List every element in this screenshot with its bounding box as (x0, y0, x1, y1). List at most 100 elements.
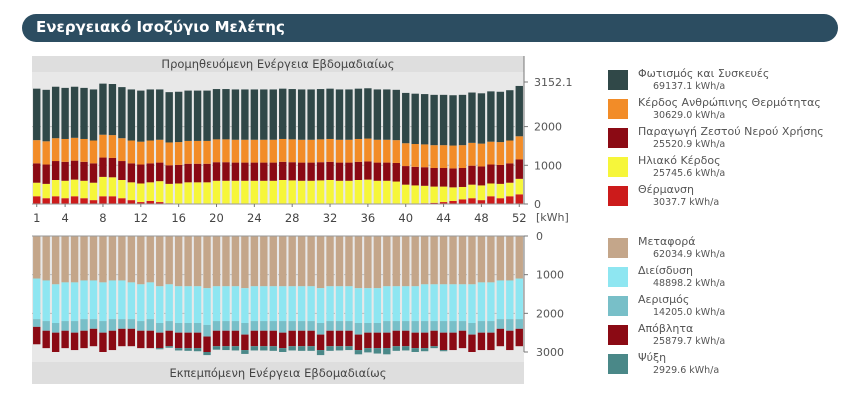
bar-bottom-1 (222, 236, 230, 287)
legend-value: 2929.6 kWh/a (653, 365, 720, 376)
bar-bottom-3 (515, 319, 523, 329)
bar-top-5 (354, 88, 363, 139)
bar-bottom-2 (402, 286, 410, 322)
bar-top-2 (354, 180, 363, 204)
bar-top-4 (108, 135, 117, 158)
bar-top-3 (260, 162, 268, 181)
bar-top-2 (61, 180, 69, 199)
bar-bottom-3 (354, 323, 363, 335)
bar-bottom-1 (89, 236, 98, 281)
bar-top-2 (307, 180, 315, 204)
bar-bottom-5 (430, 346, 438, 349)
legend-swatch (608, 99, 628, 119)
bar-top-1 (99, 196, 107, 204)
legend-label: Θέρμανση (638, 183, 694, 196)
bar-top-3 (42, 164, 50, 184)
legend-swatch (608, 325, 628, 345)
bar-top-5 (231, 89, 240, 140)
bar-bottom-3 (203, 324, 211, 337)
bar-bottom-4 (307, 330, 315, 347)
bar-bottom-3 (212, 321, 221, 331)
page-title: Ενεργειακό Ισοζύγιο Μελέτης (36, 18, 285, 36)
bar-bottom-4 (515, 328, 523, 347)
bar-bottom-3 (156, 323, 164, 333)
bar-bottom-1 (458, 236, 467, 285)
bar-bottom-2 (269, 286, 277, 322)
bar-top-5 (506, 90, 514, 141)
bar-top-5 (345, 89, 353, 140)
bar-top-3 (326, 161, 334, 181)
bar-top-5 (146, 89, 154, 141)
bar-bottom-2 (477, 282, 486, 322)
legend-value: 25520.9 kWh/a (653, 139, 726, 150)
bar-top-4 (392, 140, 400, 163)
bar-bottom-3 (506, 319, 514, 331)
bar-bottom-2 (279, 286, 287, 322)
bar-top-5 (487, 91, 495, 142)
bar-bottom-1 (307, 236, 315, 287)
top-y-unit: [kWh] (536, 211, 569, 224)
bar-bottom-3 (33, 319, 41, 327)
bar-bottom-3 (335, 321, 344, 331)
bar-bottom-3 (279, 321, 287, 333)
bar-bottom-3 (420, 321, 429, 333)
bar-top-1 (506, 196, 514, 204)
bar-top-1 (496, 198, 505, 204)
bar-top-4 (146, 140, 154, 164)
bar-bottom-5 (307, 346, 315, 351)
bar-bottom-3 (496, 319, 505, 329)
bar-bottom-3 (458, 321, 467, 331)
bar-bottom-4 (326, 330, 334, 347)
bar-bottom-3 (146, 319, 154, 331)
bar-bottom-3 (364, 323, 372, 333)
bar-top-2 (439, 186, 448, 203)
bar-bottom-4 (137, 330, 145, 349)
bar-top-2 (203, 182, 211, 204)
bar-bottom-5 (156, 348, 164, 350)
legend-label: Διείσδυση (638, 264, 693, 277)
bar-bottom-1 (99, 236, 107, 283)
bar-bottom-2 (411, 286, 419, 322)
legend-swatch (608, 267, 628, 287)
bar-top-2 (231, 180, 240, 204)
bar-top-2 (174, 183, 183, 204)
bar-top-3 (174, 164, 183, 184)
bar-top-5 (288, 89, 296, 140)
bar-bottom-1 (42, 236, 50, 281)
bar-bottom-3 (127, 319, 136, 329)
bar-bottom-4 (108, 330, 117, 351)
bar-top-5 (193, 90, 202, 141)
top-y-tick-label: 0 (534, 198, 541, 211)
bar-top-1 (487, 196, 495, 204)
bar-bottom-2 (51, 284, 60, 323)
bottom-y-tick-label: 1000 (536, 269, 564, 282)
bar-bottom-3 (174, 323, 183, 333)
bar-top-4 (184, 140, 192, 164)
bar-top-1 (137, 202, 145, 204)
bar-bottom-3 (231, 321, 240, 331)
bar-bottom-3 (260, 321, 268, 331)
bar-top-3 (496, 164, 505, 184)
x-tick-label: 40 (398, 211, 413, 225)
legend-label: Ηλιακό Κέρδος (638, 154, 721, 167)
bar-bottom-3 (487, 321, 495, 333)
bar-bottom-4 (279, 332, 287, 349)
bar-top-3 (193, 163, 202, 183)
bar-bottom-5 (174, 348, 183, 351)
bar-top-2 (279, 180, 287, 204)
legend-value: 25745.6 kWh/a (653, 168, 726, 179)
bar-bottom-5 (420, 348, 429, 352)
bar-bottom-5 (231, 346, 240, 351)
bar-top-5 (89, 89, 98, 141)
bar-top-3 (364, 161, 372, 180)
bar-bottom-4 (231, 330, 240, 347)
bar-bottom-4 (402, 330, 410, 347)
bar-bottom-4 (506, 330, 514, 351)
bar-bottom-4 (288, 330, 296, 347)
bar-bottom-4 (420, 332, 429, 349)
bar-top-5 (307, 89, 315, 140)
bar-top-3 (165, 165, 173, 184)
bar-bottom-1 (61, 236, 69, 283)
bar-top-4 (99, 134, 107, 158)
